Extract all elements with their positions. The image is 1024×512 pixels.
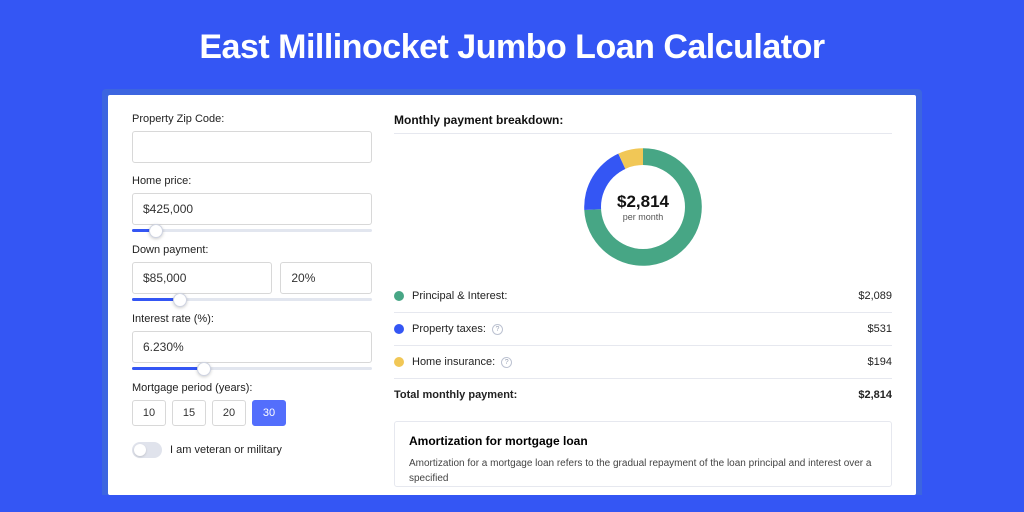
interest-rate-input[interactable]: [132, 331, 372, 363]
interest-rate-slider-thumb[interactable]: [197, 362, 211, 376]
legend-sep-1: [394, 312, 892, 313]
legend-row-principal: Principal & Interest: $2,089: [394, 282, 892, 310]
donut-value: $2,814: [617, 192, 669, 212]
veteran-toggle[interactable]: [132, 442, 162, 458]
home-price-slider-thumb[interactable]: [149, 224, 163, 238]
legend-label-total: Total monthly payment:: [394, 389, 517, 401]
home-price-input[interactable]: [132, 193, 372, 225]
mortgage-period-field: Mortgage period (years): 10 15 20 30: [132, 382, 372, 426]
legend-row-total: Total monthly payment: $2,814: [394, 381, 892, 409]
info-icon[interactable]: ?: [501, 357, 512, 368]
legend-dot-principal: [394, 291, 404, 301]
donut-container: $2,814 per month: [394, 144, 892, 270]
interest-rate-field: Interest rate (%):: [132, 313, 372, 370]
legend-value-total: $2,814: [858, 389, 892, 401]
interest-rate-slider-fill: [132, 367, 204, 370]
amortization-box: Amortization for mortgage loan Amortizat…: [394, 421, 892, 487]
legend-label-principal: Principal & Interest:: [412, 290, 507, 302]
calculator-card: Property Zip Code: Home price: Down paym…: [108, 95, 916, 495]
donut-sub: per month: [623, 212, 664, 222]
down-payment-amount-input[interactable]: [132, 262, 272, 294]
zip-input[interactable]: [132, 131, 372, 163]
legend-row-insurance: Home insurance: ? $194: [394, 348, 892, 376]
down-payment-label: Down payment:: [132, 244, 372, 256]
legend-sep-3: [394, 378, 892, 379]
home-price-field: Home price:: [132, 175, 372, 232]
period-option-30[interactable]: 30: [252, 400, 286, 426]
donut-center: $2,814 per month: [580, 144, 706, 270]
legend-dot-insurance: [394, 357, 404, 367]
legend-sep-2: [394, 345, 892, 346]
page-title: East Millinocket Jumbo Loan Calculator: [0, 0, 1024, 89]
legend-label-insurance: Home insurance:: [412, 356, 495, 368]
breakdown-divider: [394, 133, 892, 134]
legend-value-principal: $2,089: [858, 290, 892, 302]
interest-rate-slider[interactable]: [132, 367, 372, 370]
down-payment-slider[interactable]: [132, 298, 372, 301]
card-frame: Property Zip Code: Home price: Down paym…: [102, 89, 922, 495]
home-price-slider[interactable]: [132, 229, 372, 232]
breakdown-column: Monthly payment breakdown: $2,814 per mo…: [394, 113, 892, 495]
breakdown-title: Monthly payment breakdown:: [394, 113, 892, 127]
mortgage-period-label: Mortgage period (years):: [132, 382, 372, 394]
legend-value-insurance: $194: [868, 356, 892, 368]
down-payment-field: Down payment:: [132, 244, 372, 301]
amortization-title: Amortization for mortgage loan: [409, 434, 877, 448]
down-payment-percent-input[interactable]: [280, 262, 372, 294]
mortgage-period-options: 10 15 20 30: [132, 400, 372, 426]
legend-dot-taxes: [394, 324, 404, 334]
legend: Principal & Interest: $2,089 Property ta…: [394, 282, 892, 409]
home-price-label: Home price:: [132, 175, 372, 187]
period-option-15[interactable]: 15: [172, 400, 206, 426]
payment-donut-chart: $2,814 per month: [580, 144, 706, 270]
period-option-10[interactable]: 10: [132, 400, 166, 426]
amortization-text: Amortization for a mortgage loan refers …: [409, 456, 877, 486]
legend-value-taxes: $531: [868, 323, 892, 335]
veteran-row: I am veteran or military: [132, 442, 372, 458]
zip-label: Property Zip Code:: [132, 113, 372, 125]
legend-label-taxes: Property taxes:: [412, 323, 486, 335]
period-option-20[interactable]: 20: [212, 400, 246, 426]
down-payment-slider-thumb[interactable]: [173, 293, 187, 307]
info-icon[interactable]: ?: [492, 324, 503, 335]
legend-row-taxes: Property taxes: ? $531: [394, 315, 892, 343]
inputs-column: Property Zip Code: Home price: Down paym…: [132, 113, 372, 495]
interest-rate-label: Interest rate (%):: [132, 313, 372, 325]
zip-field: Property Zip Code:: [132, 113, 372, 163]
veteran-label: I am veteran or military: [170, 444, 282, 456]
